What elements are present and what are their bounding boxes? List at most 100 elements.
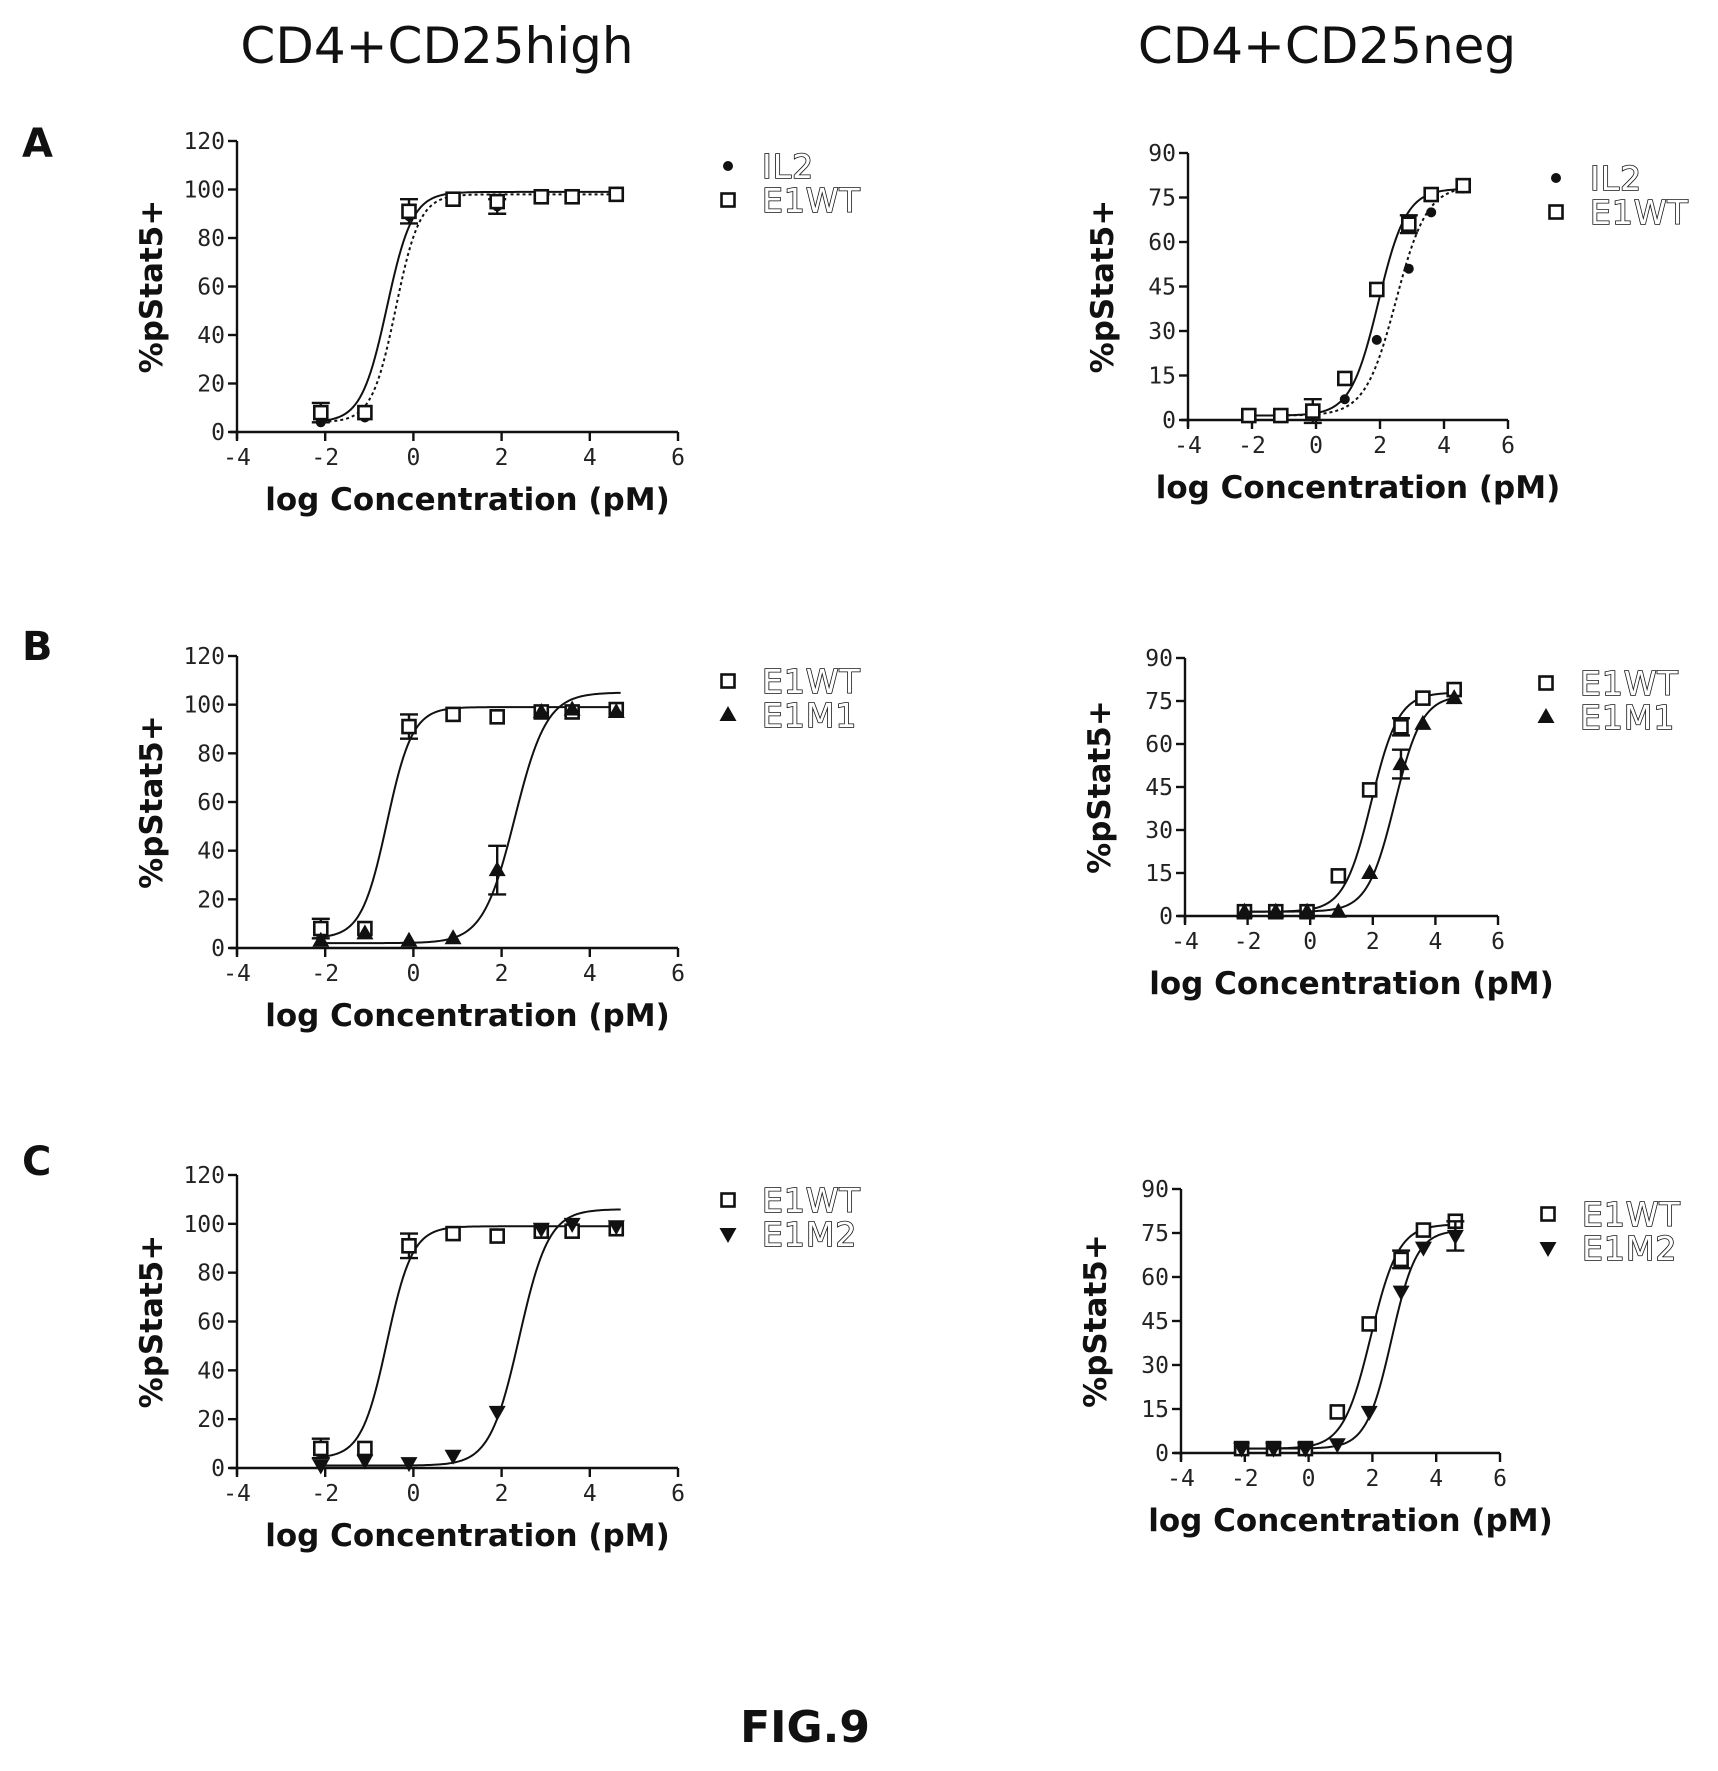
x-tick-label: 4 [1428,929,1442,955]
series-e1wt: E1WT [1241,177,1688,425]
data-point-e1m1 [607,702,625,718]
series-e1m2: E1M2 [312,1208,857,1475]
data-point-e1m1 [532,702,550,718]
x-tick-label: 4 [583,445,597,471]
y-tick-label: 15 [1145,861,1173,887]
panel-letter-b: B [22,624,53,670]
data-point-e1m1 [1298,902,1316,918]
series-il2: IL2 [315,146,814,428]
data-point-e1wt [1401,216,1417,232]
y-tick-label: 40 [197,323,225,349]
data-point-e1wt [1361,782,1378,798]
data-point-e1wt [1423,186,1439,203]
data-point-e1wt [489,709,505,725]
x-tick-label: 0 [406,1481,420,1507]
data-point-e1wt [357,1440,373,1457]
x-tick-label: 6 [671,961,685,987]
chart-b-cd4-cd25neg: 0 15 30 45 60 75 90 -4 -2 0 2 4 6 log Concentration (… [1082,646,1678,1002]
legend-label-e1wt: E1WT [762,662,861,701]
y-tick-label: 75 [1148,186,1176,212]
legend-label-e1wt: E1WT [1582,1195,1681,1234]
legend-marker-e1m2 [719,1228,737,1243]
column-title-cd25neg: CD4+CD25neg [1138,17,1516,75]
data-point-e1m1 [1329,902,1347,918]
y-tick-label: 60 [1141,1265,1169,1291]
x-tick-label: 2 [495,445,509,471]
x-tick-label: 4 [1437,433,1451,459]
y-tick-label: 45 [1145,775,1173,801]
legend-label-e1m1: E1M1 [762,696,857,735]
y-tick-label: 120 [183,644,225,670]
y-tick-label: 100 [183,693,225,719]
y-tick-label: 100 [183,1212,225,1238]
data-point-e1m2 [1296,1442,1314,1458]
legend-marker-il2 [1551,173,1561,183]
x-tick-label: 0 [406,445,420,471]
y-tick-label: 20 [197,887,225,913]
y-tick-label: 80 [197,226,225,252]
y-tick-label: 60 [1148,230,1176,256]
chart-a-cd4-cd25neg: 0 15 30 45 60 75 90 -4 -2 0 2 4 6 log Concentration (… [1085,141,1688,506]
x-tick-label: -2 [311,961,339,987]
data-point-e1m2 [312,1459,330,1475]
data-point-e1m1 [563,700,581,716]
data-point-e1wt [1337,370,1353,387]
x-tick-label: 6 [1501,433,1515,459]
x-tick-label: -2 [1231,1466,1259,1492]
y-tick-label: 0 [211,1456,225,1482]
y-tick-label: 60 [197,1310,225,1336]
x-tick-label: 2 [495,1481,509,1507]
x-tick-label: -2 [1234,929,1262,955]
series-e1m1: E1M1 [312,691,857,947]
data-point-il2 [1403,263,1414,274]
data-point-e1m1 [1235,902,1253,918]
data-point-e1wt [1329,1404,1346,1420]
legend-marker-e1wt [720,673,736,689]
data-point-e1wt [312,404,329,421]
data-point-e1m2 [1265,1442,1283,1458]
y-tick-label: 40 [197,1358,225,1384]
data-point-e1m2 [488,1405,506,1421]
data-point-e1m1 [400,931,418,947]
y-tick-label: 0 [211,420,225,446]
data-point-e1wt [489,193,505,210]
column-title-cd25high: CD4+CD25high [240,17,633,75]
x-tick-label: -2 [1238,433,1266,459]
x-axis-title: log Concentration (pM) [1156,470,1561,506]
data-point-e1m2 [607,1220,625,1236]
data-point-e1wt [564,188,580,205]
data-point-il2 [1339,394,1350,405]
y-tick-label: 120 [183,129,225,155]
legend-marker-e1wt [1540,1206,1556,1222]
legend-label-il2: IL2 [762,147,814,186]
x-tick-label: 2 [495,961,509,987]
x-tick-label: 4 [583,1481,597,1507]
y-axis-title: %pStat5+ [134,715,170,889]
x-tick-label: -4 [223,445,251,471]
legend-marker-il2 [723,161,733,171]
legend-label-e1wt: E1WT [762,181,861,220]
y-tick-label: 60 [197,790,225,816]
data-point-e1m2 [1360,1405,1378,1421]
data-point-e1m1 [312,931,330,947]
fit-curve-e1m2 [1238,1230,1459,1450]
y-tick-label: 45 [1148,275,1176,301]
fit-curve-e1wt [316,1225,621,1459]
data-point-e1m2 [356,1454,374,1470]
data-point-e1m2 [1233,1442,1251,1458]
x-tick-label: -4 [1171,929,1199,955]
y-tick-label: 30 [1141,1353,1169,1379]
data-point-e1wt [1369,281,1385,298]
series-e1m2: E1M2 [1233,1220,1677,1458]
x-tick-label: 0 [1303,929,1317,955]
data-point-e1wt [1273,407,1289,424]
data-point-e1m1 [1414,714,1432,730]
fit-curve-e1wt [1245,188,1467,417]
x-axis-title: log Concentration (pM) [265,998,670,1034]
x-tick-label: 6 [1493,1466,1507,1492]
data-point-e1wt [1415,690,1431,706]
legend-marker-e1m1 [1537,708,1555,723]
y-tick-label: 20 [197,372,225,398]
data-point-e1wt [1415,1222,1432,1238]
y-tick-label: 15 [1141,1397,1169,1423]
